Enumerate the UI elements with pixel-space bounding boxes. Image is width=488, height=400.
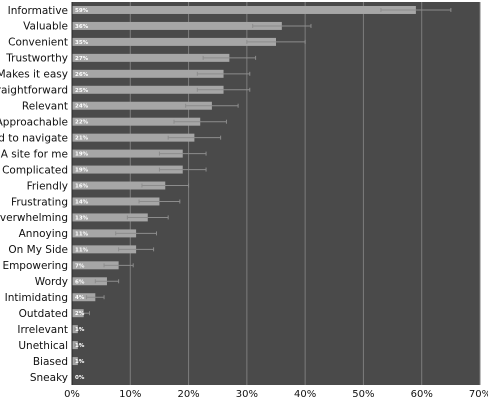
bar-value-label: 16% [75,184,89,190]
category-label: Overwhelming [0,212,68,224]
category-label: A site for me [1,148,68,160]
bar [72,229,137,238]
bar-value-label: 21% [75,136,89,142]
bar-value-label: 14% [75,199,89,205]
category-label: Biased [33,356,68,368]
bar [72,21,282,30]
category-label: Convenient [8,37,68,49]
category-label: Frustrating [11,196,68,208]
category-label: Friendly [27,180,68,192]
bar-value-label: 22% [75,120,89,126]
category-label: Approachable [0,116,68,128]
category-label: Trustworthy [5,53,68,65]
bar [72,165,183,174]
x-tick-label: 50% [352,389,374,400]
bar-value-label: 36% [75,24,89,30]
category-label: Outdated [19,308,68,320]
bar-value-label: 24% [75,104,89,110]
category-label: Relevant [22,101,68,113]
bar-value-label: 59% [75,8,89,14]
x-tick-label: 60% [411,389,433,400]
category-label: Empowering [2,260,68,272]
x-tick-label: 70% [469,389,488,400]
x-tick-label: 10% [119,389,141,400]
bar [72,277,107,286]
x-tick-label: 30% [236,389,258,400]
bar [72,149,183,158]
bar [72,293,96,302]
category-label: Makes it easy [0,69,68,81]
category-label: Valuable [23,21,68,33]
plot-area [72,2,480,385]
bar [72,37,276,46]
bar [72,117,201,126]
bar-value-label: 25% [75,88,89,94]
bar-value-label: 0% [75,375,85,381]
bar-value-label: 11% [75,247,89,253]
bar-value-label: 19% [75,168,89,174]
category-label: Annoying [19,228,68,240]
bar-value-label: 35% [75,40,89,46]
category-label: Complicated [2,164,68,176]
bar [72,245,137,254]
bar-value-label: 2% [75,311,85,317]
bar [72,85,224,94]
bar [72,261,119,270]
category-label: On My Side [8,244,68,256]
category-label: Informative [8,5,68,17]
x-tick-label: 20% [177,389,199,400]
category-label: Unethical [18,340,68,352]
bar-value-label: 26% [75,72,89,78]
bar [72,101,212,110]
bar [72,69,224,78]
category-label: Hard to navigate [0,132,68,144]
bar-value-label: 19% [75,152,89,158]
category-label: Straightforward [0,85,68,97]
bar-value-label: 1% [75,327,85,333]
bar-value-label: 6% [75,279,85,285]
category-label: Irrelevant [17,324,68,336]
bar [72,197,160,206]
bar-value-label: 4% [75,295,85,301]
x-tick-label: 0% [64,389,80,400]
bar [72,5,416,14]
bar [72,213,148,222]
bar-value-label: 11% [75,231,89,237]
category-label: Wordy [35,276,68,288]
bar-value-label: 7% [75,263,85,269]
category-label: Sneaky [30,372,68,384]
category-label: Intimidating [5,292,68,304]
bar-value-label: 13% [75,215,89,221]
bar [72,181,166,190]
bar [72,133,195,142]
x-tick-label: 40% [294,389,316,400]
bar-value-label: 1% [75,359,85,365]
bar-value-label: 27% [75,56,89,62]
bar [72,53,230,62]
bar-value-label: 1% [75,343,85,349]
